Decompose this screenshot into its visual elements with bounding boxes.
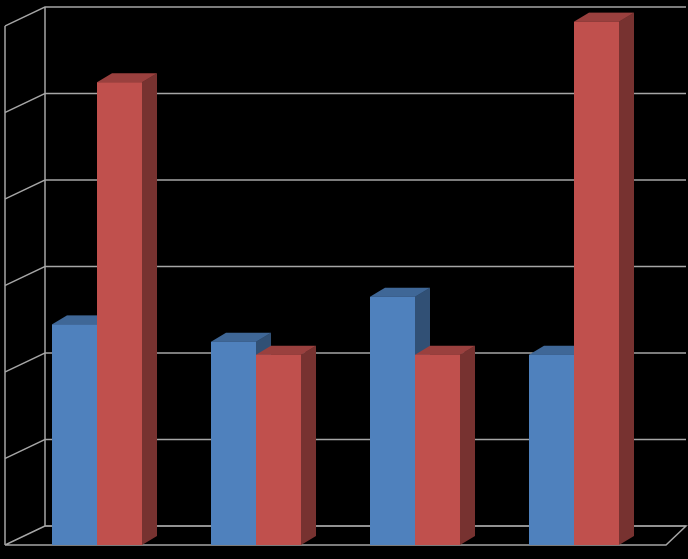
- gridline: [4, 92, 686, 114]
- bar-front-face: [415, 354, 460, 545]
- bar-side-face: [301, 345, 316, 545]
- gridline: [4, 179, 686, 200]
- bar-top-face: [370, 287, 430, 297]
- bar-s2-c1: [97, 73, 157, 545]
- bar-front-face: [574, 21, 619, 546]
- bar-s2-c4: [574, 12, 634, 546]
- bars: [52, 12, 634, 546]
- gridline: [4, 6, 686, 27]
- bar-top-face: [415, 345, 475, 355]
- bar-s2-c3: [415, 345, 475, 545]
- bar-front-face: [97, 82, 142, 545]
- bar-side-face: [619, 12, 634, 546]
- bar-front-face: [52, 324, 97, 545]
- bar-front-face: [211, 341, 256, 545]
- bar-front-face: [529, 354, 574, 545]
- bar-top-face: [256, 345, 316, 355]
- bar-top-face: [97, 73, 157, 83]
- bar-top-face: [574, 12, 634, 22]
- bar-top-face: [211, 332, 271, 342]
- gridline: [4, 265, 686, 287]
- bar-side-face: [142, 73, 157, 545]
- gridlines: [4, 6, 686, 546]
- bar-front-face: [256, 354, 301, 545]
- bar-s2-c2: [256, 345, 316, 545]
- bar-front-face: [370, 296, 415, 545]
- bar-side-face: [460, 345, 475, 545]
